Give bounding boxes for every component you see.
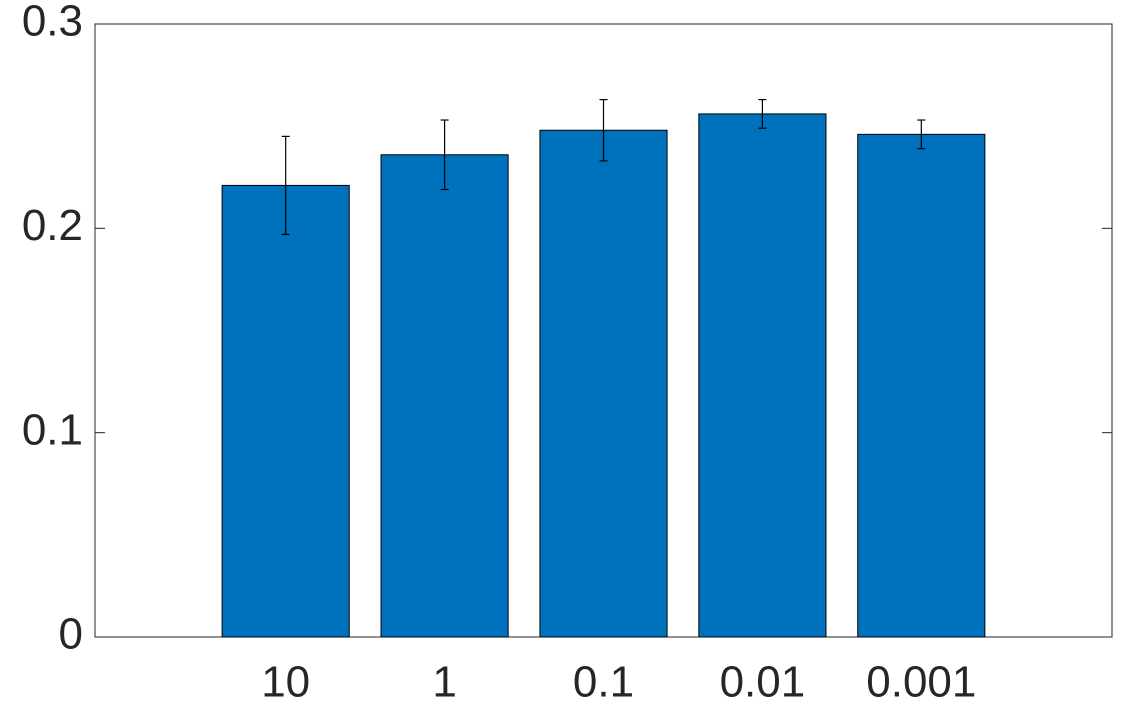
bar <box>221 184 350 638</box>
x-tick-label: 0.01 <box>720 658 806 707</box>
error-bar <box>281 135 290 236</box>
bar <box>380 154 509 638</box>
y-tick-label: 0.2 <box>22 201 83 250</box>
x-tick-label: 0.1 <box>573 658 634 707</box>
y-tick-label: 0 <box>59 610 83 659</box>
y-tick-label: 0.3 <box>22 0 83 46</box>
error-bar <box>917 119 926 150</box>
error-bar <box>440 119 449 191</box>
y-tick-label: 0.1 <box>22 405 83 454</box>
error-bar <box>599 99 608 162</box>
bar <box>539 129 668 638</box>
x-tick-label: 0.001 <box>866 658 976 707</box>
bar <box>698 113 827 638</box>
error-bar <box>758 99 767 129</box>
x-tick-label: 10 <box>261 658 310 707</box>
bar <box>857 133 986 638</box>
x-tick-label: 1 <box>432 658 456 707</box>
